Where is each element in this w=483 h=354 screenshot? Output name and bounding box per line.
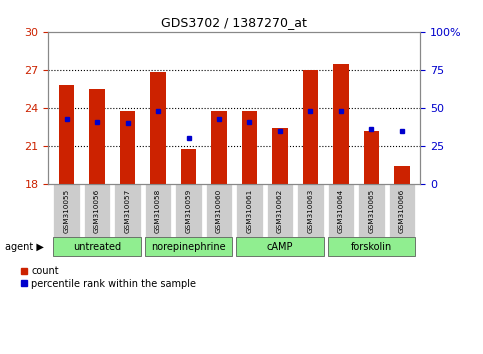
Text: GSM310063: GSM310063 <box>308 189 313 233</box>
Title: GDS3702 / 1387270_at: GDS3702 / 1387270_at <box>161 16 307 29</box>
Bar <box>89 89 105 184</box>
Bar <box>53 237 141 256</box>
Text: norepinephrine: norepinephrine <box>151 242 226 252</box>
Bar <box>236 184 263 237</box>
Bar <box>327 184 355 237</box>
Bar <box>144 237 232 256</box>
Text: GSM310065: GSM310065 <box>369 189 374 233</box>
Bar <box>327 237 415 256</box>
Legend: count, percentile rank within the sample: count, percentile rank within the sample <box>20 267 197 289</box>
Text: agent ▶: agent ▶ <box>5 242 44 252</box>
Text: GSM310062: GSM310062 <box>277 189 283 233</box>
Text: GSM310056: GSM310056 <box>94 189 100 233</box>
Bar <box>297 184 324 237</box>
Bar <box>206 184 232 237</box>
Bar <box>120 110 135 184</box>
Bar <box>242 110 257 184</box>
Bar <box>303 70 318 184</box>
Text: GSM310064: GSM310064 <box>338 189 344 233</box>
Bar <box>114 184 141 237</box>
Text: GSM310061: GSM310061 <box>246 189 253 233</box>
Bar <box>388 184 415 237</box>
Bar <box>364 131 379 184</box>
Bar <box>267 184 293 237</box>
Bar <box>333 64 349 184</box>
Text: untreated: untreated <box>73 242 121 252</box>
Text: GSM310058: GSM310058 <box>155 189 161 233</box>
Bar <box>84 184 111 237</box>
Bar <box>212 110 227 184</box>
Text: GSM310060: GSM310060 <box>216 189 222 233</box>
Text: forskolin: forskolin <box>351 242 392 252</box>
Bar <box>394 166 410 184</box>
Bar <box>59 85 74 184</box>
Bar <box>175 184 202 237</box>
Text: GSM310066: GSM310066 <box>399 189 405 233</box>
Text: GSM310057: GSM310057 <box>125 189 130 233</box>
Bar <box>150 73 166 184</box>
Text: GSM310055: GSM310055 <box>64 189 70 233</box>
Bar <box>358 184 385 237</box>
Bar <box>144 184 171 237</box>
Bar <box>236 237 324 256</box>
Text: GSM310059: GSM310059 <box>185 189 192 233</box>
Bar <box>272 128 287 184</box>
Text: cAMP: cAMP <box>267 242 293 252</box>
Bar <box>181 149 196 184</box>
Bar <box>53 184 80 237</box>
